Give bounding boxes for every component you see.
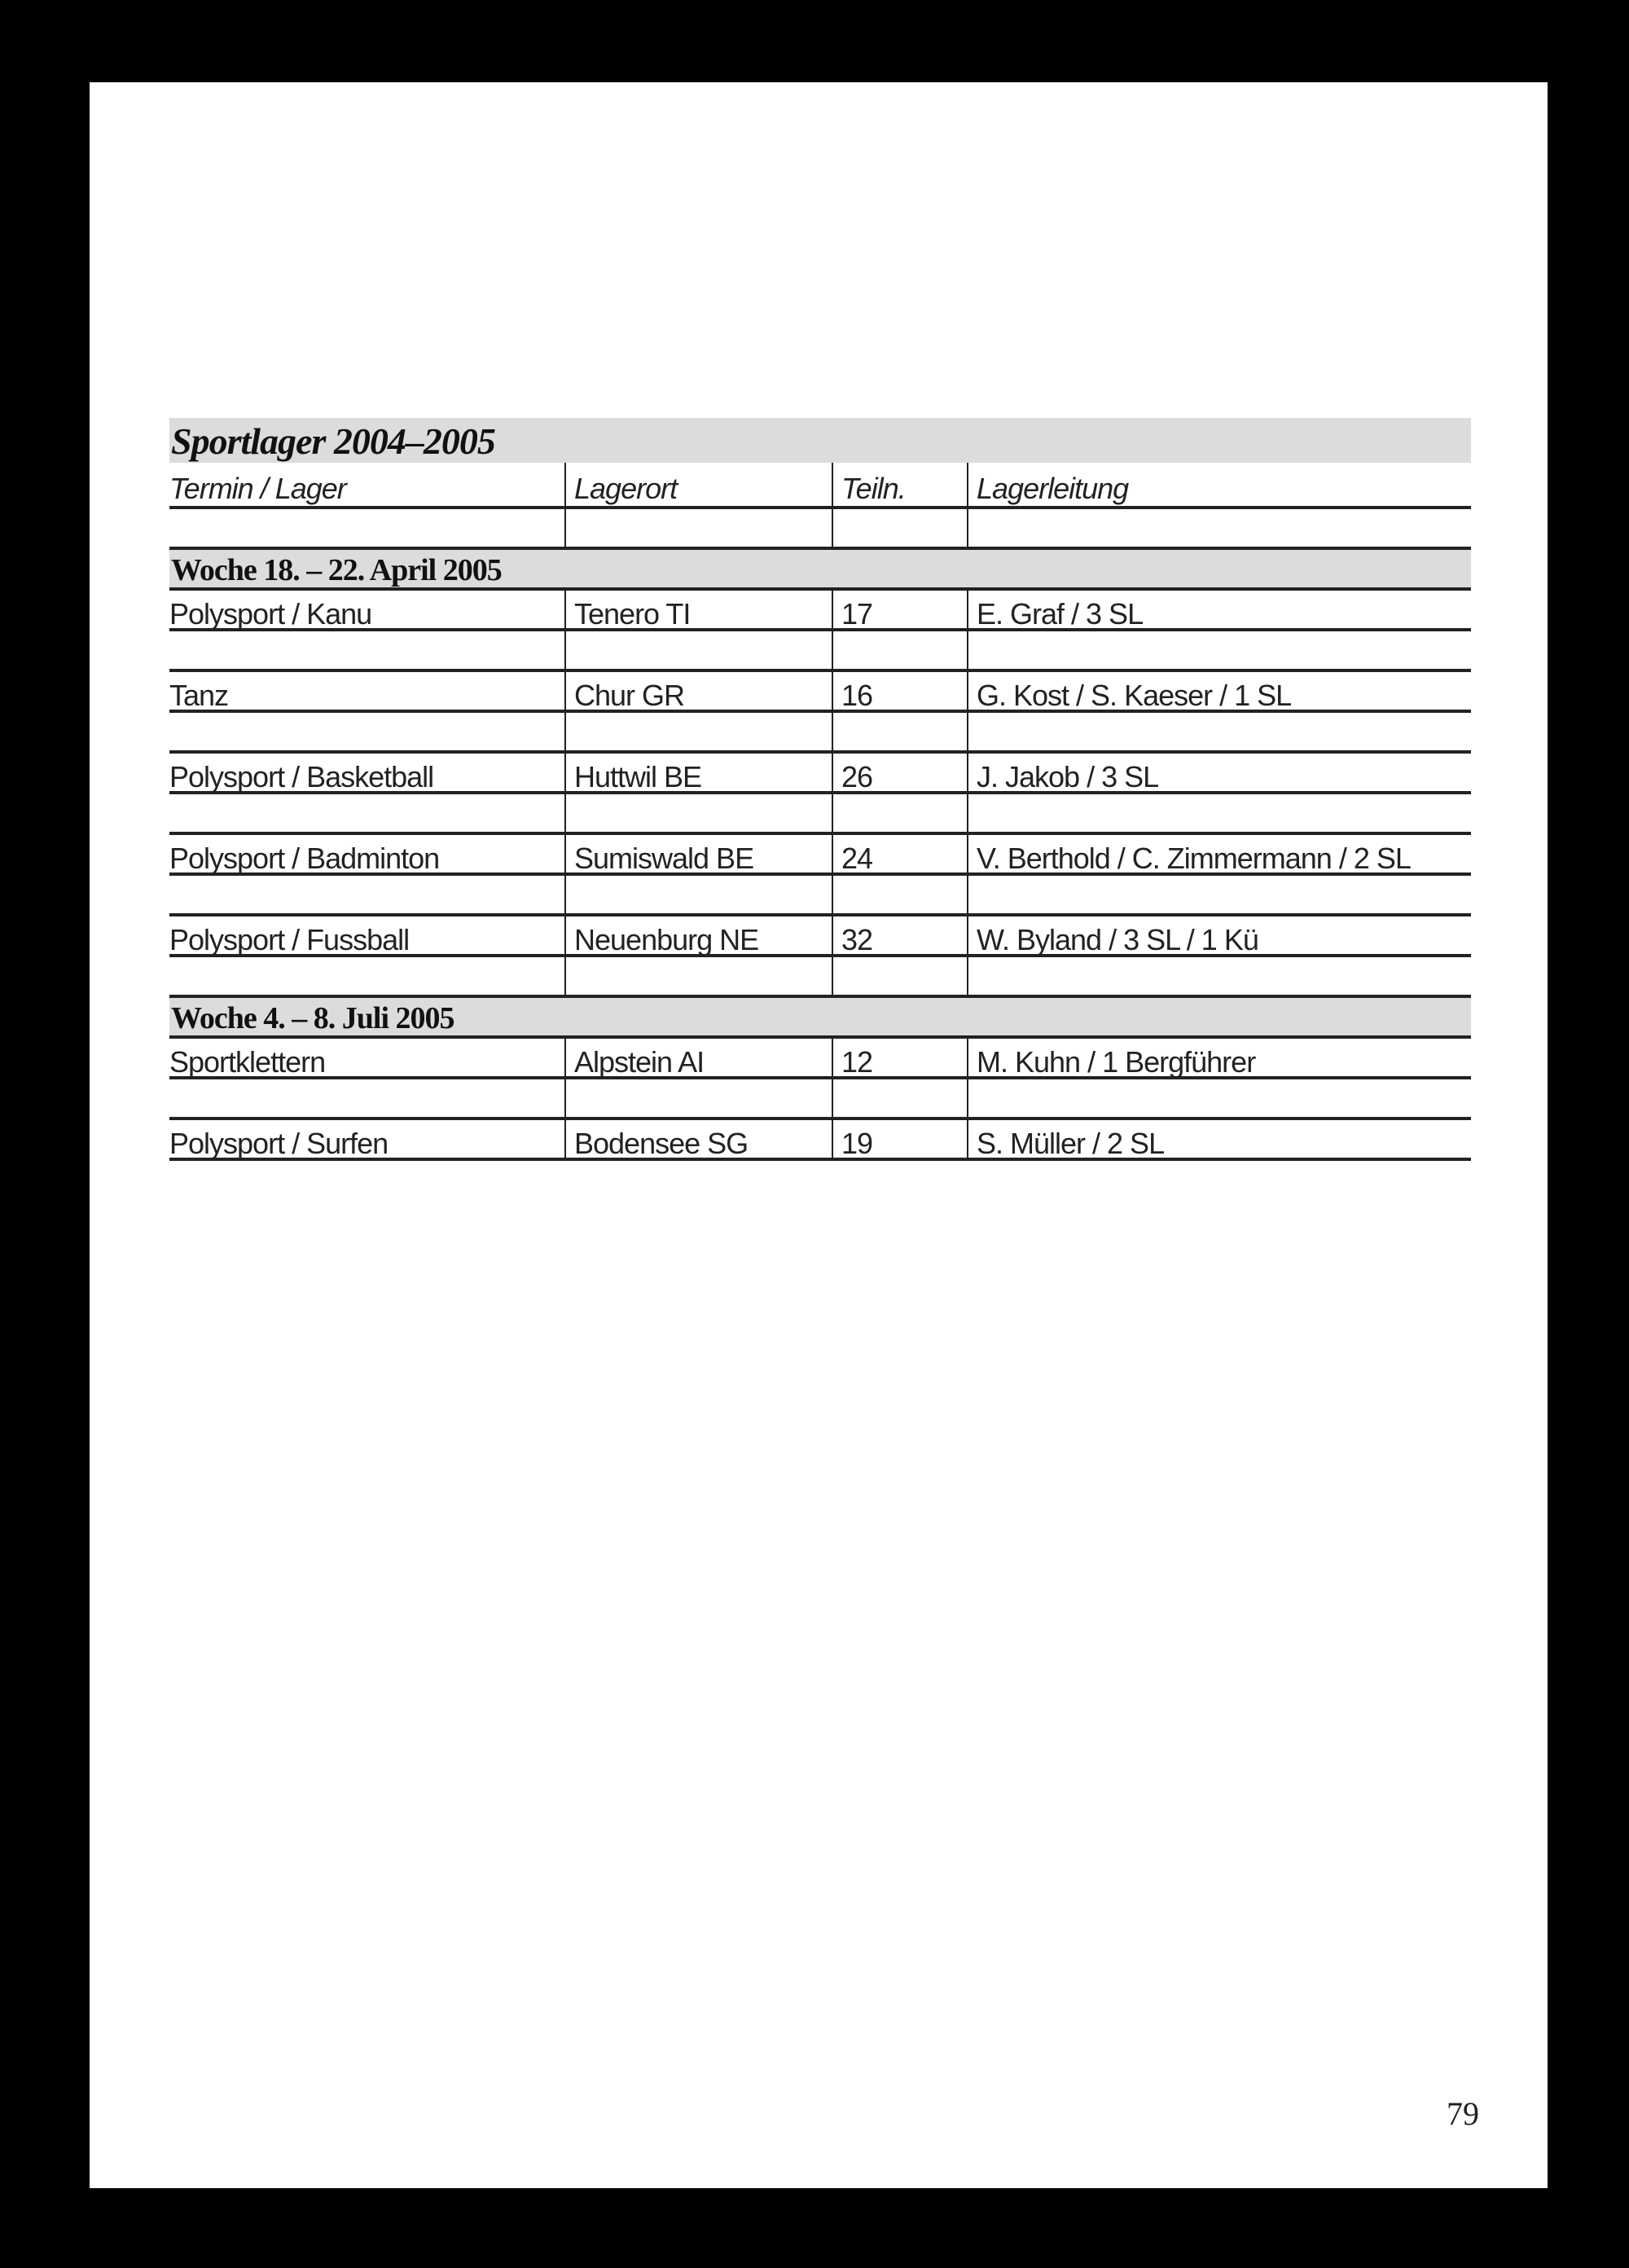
empty-cell [967, 876, 1471, 913]
empty-cell [169, 957, 564, 995]
participants-cell: 26 [832, 754, 967, 793]
leader-cell: E. Graf / 3 SL [967, 591, 1471, 631]
empty-cell [967, 794, 1471, 832]
empty-cell [832, 876, 967, 913]
column-header: Lagerort [564, 463, 832, 506]
empty-cell [832, 631, 967, 669]
leader-cell: G. Kost / S. Kaeser / 1 SL [967, 672, 1471, 712]
participants-cell: 19 [832, 1120, 967, 1160]
leader-cell: V. Berthold / C. Zimmermann / 2 SL [967, 835, 1471, 875]
table-title: Sportlager 2004–2005 [169, 418, 1471, 463]
table-row: Polysport / Basketball Huttwil BE 26 J. Jak… [169, 754, 1471, 794]
empty-cell [832, 713, 967, 750]
participants-cell: 12 [832, 1039, 967, 1079]
empty-cell [832, 1079, 967, 1117]
location-cell: Alpstein AI [564, 1039, 832, 1079]
column-header: Termin / Lager [169, 472, 347, 505]
spacer-row [169, 631, 1471, 672]
empty-cell [169, 876, 564, 913]
location-cell: Neuenburg NE [564, 916, 832, 956]
table-row: Sportklettern Alpstein AI 12 M. Kuhn / 1 Be… [169, 1039, 1471, 1079]
empty-cell [169, 713, 564, 750]
location-cell: Chur GR [564, 672, 832, 712]
empty-cell [967, 713, 1471, 750]
empty-cell [832, 509, 967, 547]
empty-cell [564, 631, 832, 669]
spacer-row [169, 876, 1471, 916]
column-header: Lagerleitung [967, 463, 1471, 506]
participants-cell: 24 [832, 835, 967, 875]
spacer-row [169, 957, 1471, 998]
empty-cell [169, 794, 564, 832]
page-number: 79 [1447, 2095, 1479, 2132]
empty-cell [832, 957, 967, 995]
table-row: Polysport / Kanu Tenero TI 17 E. Graf / 3 S… [169, 591, 1471, 631]
camp-cell: Polysport / Surfen [169, 1127, 389, 1160]
camp-cell: Polysport / Badminton [169, 842, 440, 875]
empty-cell [169, 631, 564, 669]
leader-cell: S. Müller / 2 SL [967, 1120, 1471, 1160]
section-heading: Woche 4. – 8. Juli 2005 [169, 998, 1471, 1039]
spacer-row [169, 794, 1471, 835]
table-row: Tanz Chur GR 16 G. Kost / S. Kaeser / 1 SL [169, 672, 1471, 713]
location-cell: Tenero TI [564, 591, 832, 631]
column-header: Teiln. [832, 463, 967, 506]
camp-cell: Polysport / Kanu [169, 597, 372, 631]
table-row: Polysport / Badminton Sumiswald BE 24 V. Be… [169, 835, 1471, 876]
empty-cell [967, 509, 1471, 547]
participants-cell: 17 [832, 591, 967, 631]
leader-cell: W. Byland / 3 SL / 1 Kü [967, 916, 1471, 956]
camp-cell: Sportklettern [169, 1045, 326, 1079]
empty-cell [564, 713, 832, 750]
location-cell: Huttwil BE [564, 754, 832, 793]
empty-cell [564, 794, 832, 832]
participants-cell: 32 [832, 916, 967, 956]
empty-cell [967, 957, 1471, 995]
camp-cell: Tanz [169, 679, 229, 712]
table-row: Polysport / Surfen Bodensee SG 19 S. Müller… [169, 1120, 1471, 1161]
empty-cell [564, 876, 832, 913]
empty-cell [169, 509, 564, 547]
empty-cell [832, 794, 967, 832]
empty-cell [564, 957, 832, 995]
section-heading: Woche 18. – 22. April 2005 [169, 550, 1471, 591]
empty-cell [564, 509, 832, 547]
table-row: Polysport / Fussball Neuenburg NE 32 W. Byl… [169, 916, 1471, 957]
spacer-row [169, 1079, 1471, 1120]
camp-cell: Polysport / Fussball [169, 923, 410, 956]
empty-cell [967, 1079, 1471, 1117]
spacer-row [169, 713, 1471, 754]
camp-table: Sportlager 2004–2005 Termin / Lager Lage… [169, 418, 1471, 1161]
empty-cell [564, 1079, 832, 1117]
location-cell: Bodensee SG [564, 1120, 832, 1160]
header-row: Termin / Lager Lagerort Teiln. Lagerleit… [169, 463, 1471, 509]
camp-cell: Polysport / Basketball [169, 760, 434, 793]
empty-cell [169, 1079, 564, 1117]
empty-cell [967, 631, 1471, 669]
leader-cell: J. Jakob / 3 SL [967, 754, 1471, 793]
leader-cell: M. Kuhn / 1 Bergführer [967, 1039, 1471, 1079]
participants-cell: 16 [832, 672, 967, 712]
spacer-row [169, 509, 1471, 550]
document-page: Sportlager 2004–2005 Termin / Lager Lage… [90, 82, 1548, 2188]
location-cell: Sumiswald BE [564, 835, 832, 875]
